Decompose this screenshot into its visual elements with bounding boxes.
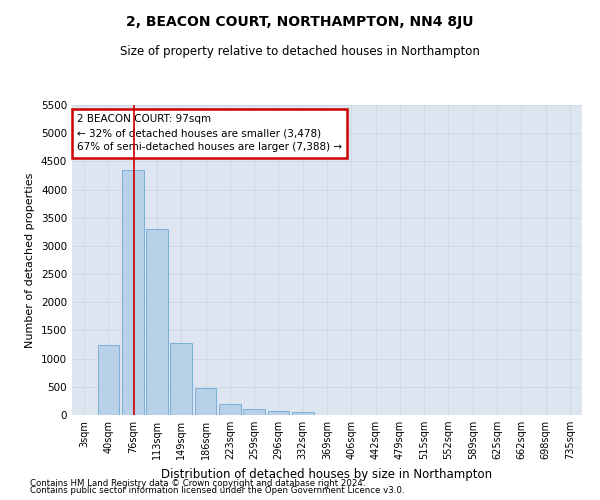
- Text: 2 BEACON COURT: 97sqm
← 32% of detached houses are smaller (3,478)
67% of semi-d: 2 BEACON COURT: 97sqm ← 32% of detached …: [77, 114, 342, 152]
- Bar: [194, 388, 217, 415]
- X-axis label: Distribution of detached houses by size in Northampton: Distribution of detached houses by size …: [161, 468, 493, 480]
- Bar: [146, 229, 168, 415]
- Bar: [243, 410, 265, 415]
- Bar: [268, 412, 289, 415]
- Text: Contains HM Land Registry data © Crown copyright and database right 2024.: Contains HM Land Registry data © Crown c…: [30, 478, 365, 488]
- Text: Contains public sector information licensed under the Open Government Licence v3: Contains public sector information licen…: [30, 486, 404, 495]
- Y-axis label: Number of detached properties: Number of detached properties: [25, 172, 35, 348]
- Bar: [292, 412, 314, 415]
- Bar: [170, 344, 192, 415]
- Bar: [97, 344, 119, 415]
- Bar: [122, 170, 143, 415]
- Bar: [219, 404, 241, 415]
- Text: Size of property relative to detached houses in Northampton: Size of property relative to detached ho…: [120, 45, 480, 58]
- Text: 2, BEACON COURT, NORTHAMPTON, NN4 8JU: 2, BEACON COURT, NORTHAMPTON, NN4 8JU: [126, 15, 474, 29]
